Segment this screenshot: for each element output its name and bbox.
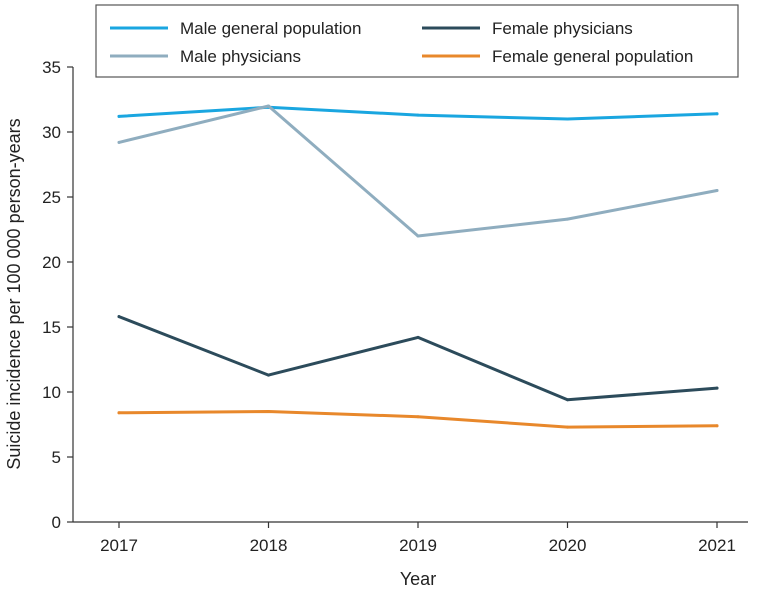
y-tick-label-15: 15: [42, 318, 61, 337]
legend-label-female-general-population: Female general population: [492, 47, 693, 66]
data-point-male-physicians-2019: [416, 234, 420, 238]
y-tick-label-5: 5: [52, 448, 61, 467]
data-point-female-physicians-2017: [117, 315, 121, 319]
y-axis-title: Suicide incidence per 100 000 person-yea…: [4, 118, 24, 469]
x-tick-label-2018: 2018: [250, 536, 288, 555]
series-line-female-general-population: [117, 410, 719, 429]
data-point-female-general-population-2018: [267, 410, 270, 413]
data-point-male-physicians-2017: [117, 140, 121, 144]
legend-label-female-physicians: Female physicians: [492, 19, 633, 38]
x-axis-title: Year: [400, 569, 436, 589]
x-tick-label-2021: 2021: [698, 536, 736, 555]
legend: Male general population Female physician…: [95, 4, 739, 78]
series-line-male-general-population: [117, 105, 719, 121]
legend-item-female-general-population: Female general population: [422, 47, 693, 66]
data-point-male-physicians-2018: [267, 104, 270, 108]
y-tick-label-30: 30: [42, 123, 61, 142]
data-point-female-physicians-2020: [566, 398, 569, 402]
y-tick-label-35: 35: [42, 58, 61, 77]
series-lines: [117, 104, 719, 429]
data-point-female-general-population-2020: [566, 425, 569, 429]
data-point-male-general-population-2019: [416, 113, 420, 117]
x-tick-label-2017: 2017: [100, 536, 138, 555]
series-line-female-physicians: [117, 315, 719, 402]
legend-item-male-physicians: Male physicians: [110, 47, 301, 66]
data-point-male-general-population-2021: [715, 112, 719, 116]
data-point-female-general-population-2021: [715, 424, 719, 428]
x-tick-label-2019: 2019: [399, 536, 437, 555]
y-tick-label-0: 0: [52, 513, 61, 532]
data-point-female-physicians-2021: [715, 386, 719, 390]
legend-item-male-general-population: Male general population: [110, 19, 361, 38]
y-tick-label-10: 10: [42, 383, 61, 402]
legend-label-male-general-population: Male general population: [180, 19, 361, 38]
data-point-female-general-population-2019: [416, 415, 420, 419]
legend-item-female-physicians: Female physicians: [422, 19, 633, 38]
data-point-male-general-population-2017: [117, 114, 121, 118]
x-tick-label-2020: 2020: [549, 536, 587, 555]
series-line-male-physicians: [117, 104, 719, 238]
legend-label-male-physicians: Male physicians: [180, 47, 301, 66]
data-point-female-physicians-2018: [267, 373, 270, 377]
data-point-male-physicians-2021: [715, 189, 719, 192]
data-point-female-general-population-2017: [117, 411, 121, 415]
y-tick-label-20: 20: [42, 253, 61, 272]
legend-box: [95, 4, 739, 78]
data-point-male-physicians-2020: [566, 217, 569, 221]
y-tick-label-25: 25: [42, 188, 61, 207]
data-point-male-general-population-2020: [566, 117, 569, 121]
data-point-female-physicians-2019: [416, 335, 420, 339]
y-axis: 0 5 10 15 20 25 30 35: [42, 58, 74, 532]
x-axis: 2017 2018 2019 2020 2021: [73, 521, 748, 555]
